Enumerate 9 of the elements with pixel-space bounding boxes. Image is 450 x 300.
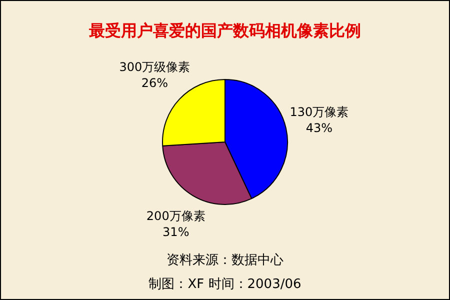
slice-label: 200万像素 — [146, 209, 206, 224]
slice-label: 130万像素 — [290, 105, 349, 120]
text: 资料来源：数据中心 — [166, 252, 284, 270]
data-label: 43% — [306, 121, 333, 136]
slice-label: 300万级像素 — [119, 60, 190, 74]
chart-title: 最受用户喜爱的国产数码相机像素比例 — [88, 21, 362, 42]
data-label: 26% — [141, 76, 168, 90]
text: 制图：XF 时间：2003/06 — [148, 276, 302, 294]
data-label: 31% — [162, 225, 190, 240]
